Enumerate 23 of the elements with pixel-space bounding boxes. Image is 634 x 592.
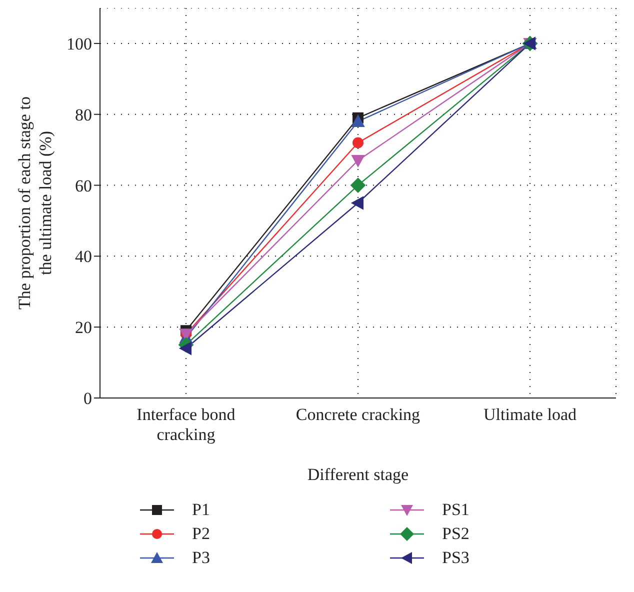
legend-label: PS2 — [442, 524, 470, 544]
point — [352, 114, 364, 127]
x-axis-title: Different stage — [307, 465, 409, 484]
y-tick-label: 60 — [75, 176, 92, 196]
y-tick-label: 20 — [75, 318, 92, 338]
legend-label: PS3 — [442, 548, 470, 568]
y-tick-label: 80 — [75, 105, 92, 124]
point — [352, 154, 364, 167]
x-tick-label: Ultimate load — [483, 405, 577, 424]
point — [352, 137, 364, 148]
legend-label: P1 — [192, 500, 210, 520]
point — [352, 196, 364, 210]
point — [180, 342, 192, 355]
legend-label: P3 — [192, 548, 210, 568]
legend-label: P2 — [192, 524, 210, 544]
y-axis-title: The proportion of each stage to the ultimate load (%) — [15, 96, 55, 310]
point — [350, 178, 366, 193]
legend-label: PS1 — [442, 500, 470, 520]
x-tick-label: Interface bond cracking — [136, 405, 236, 444]
y-tick-label: 40 — [75, 247, 92, 266]
x-tick-label: Concrete cracking — [296, 405, 421, 424]
y-tick-label: 0 — [84, 389, 92, 408]
y-tick-label: 100 — [66, 34, 92, 54]
